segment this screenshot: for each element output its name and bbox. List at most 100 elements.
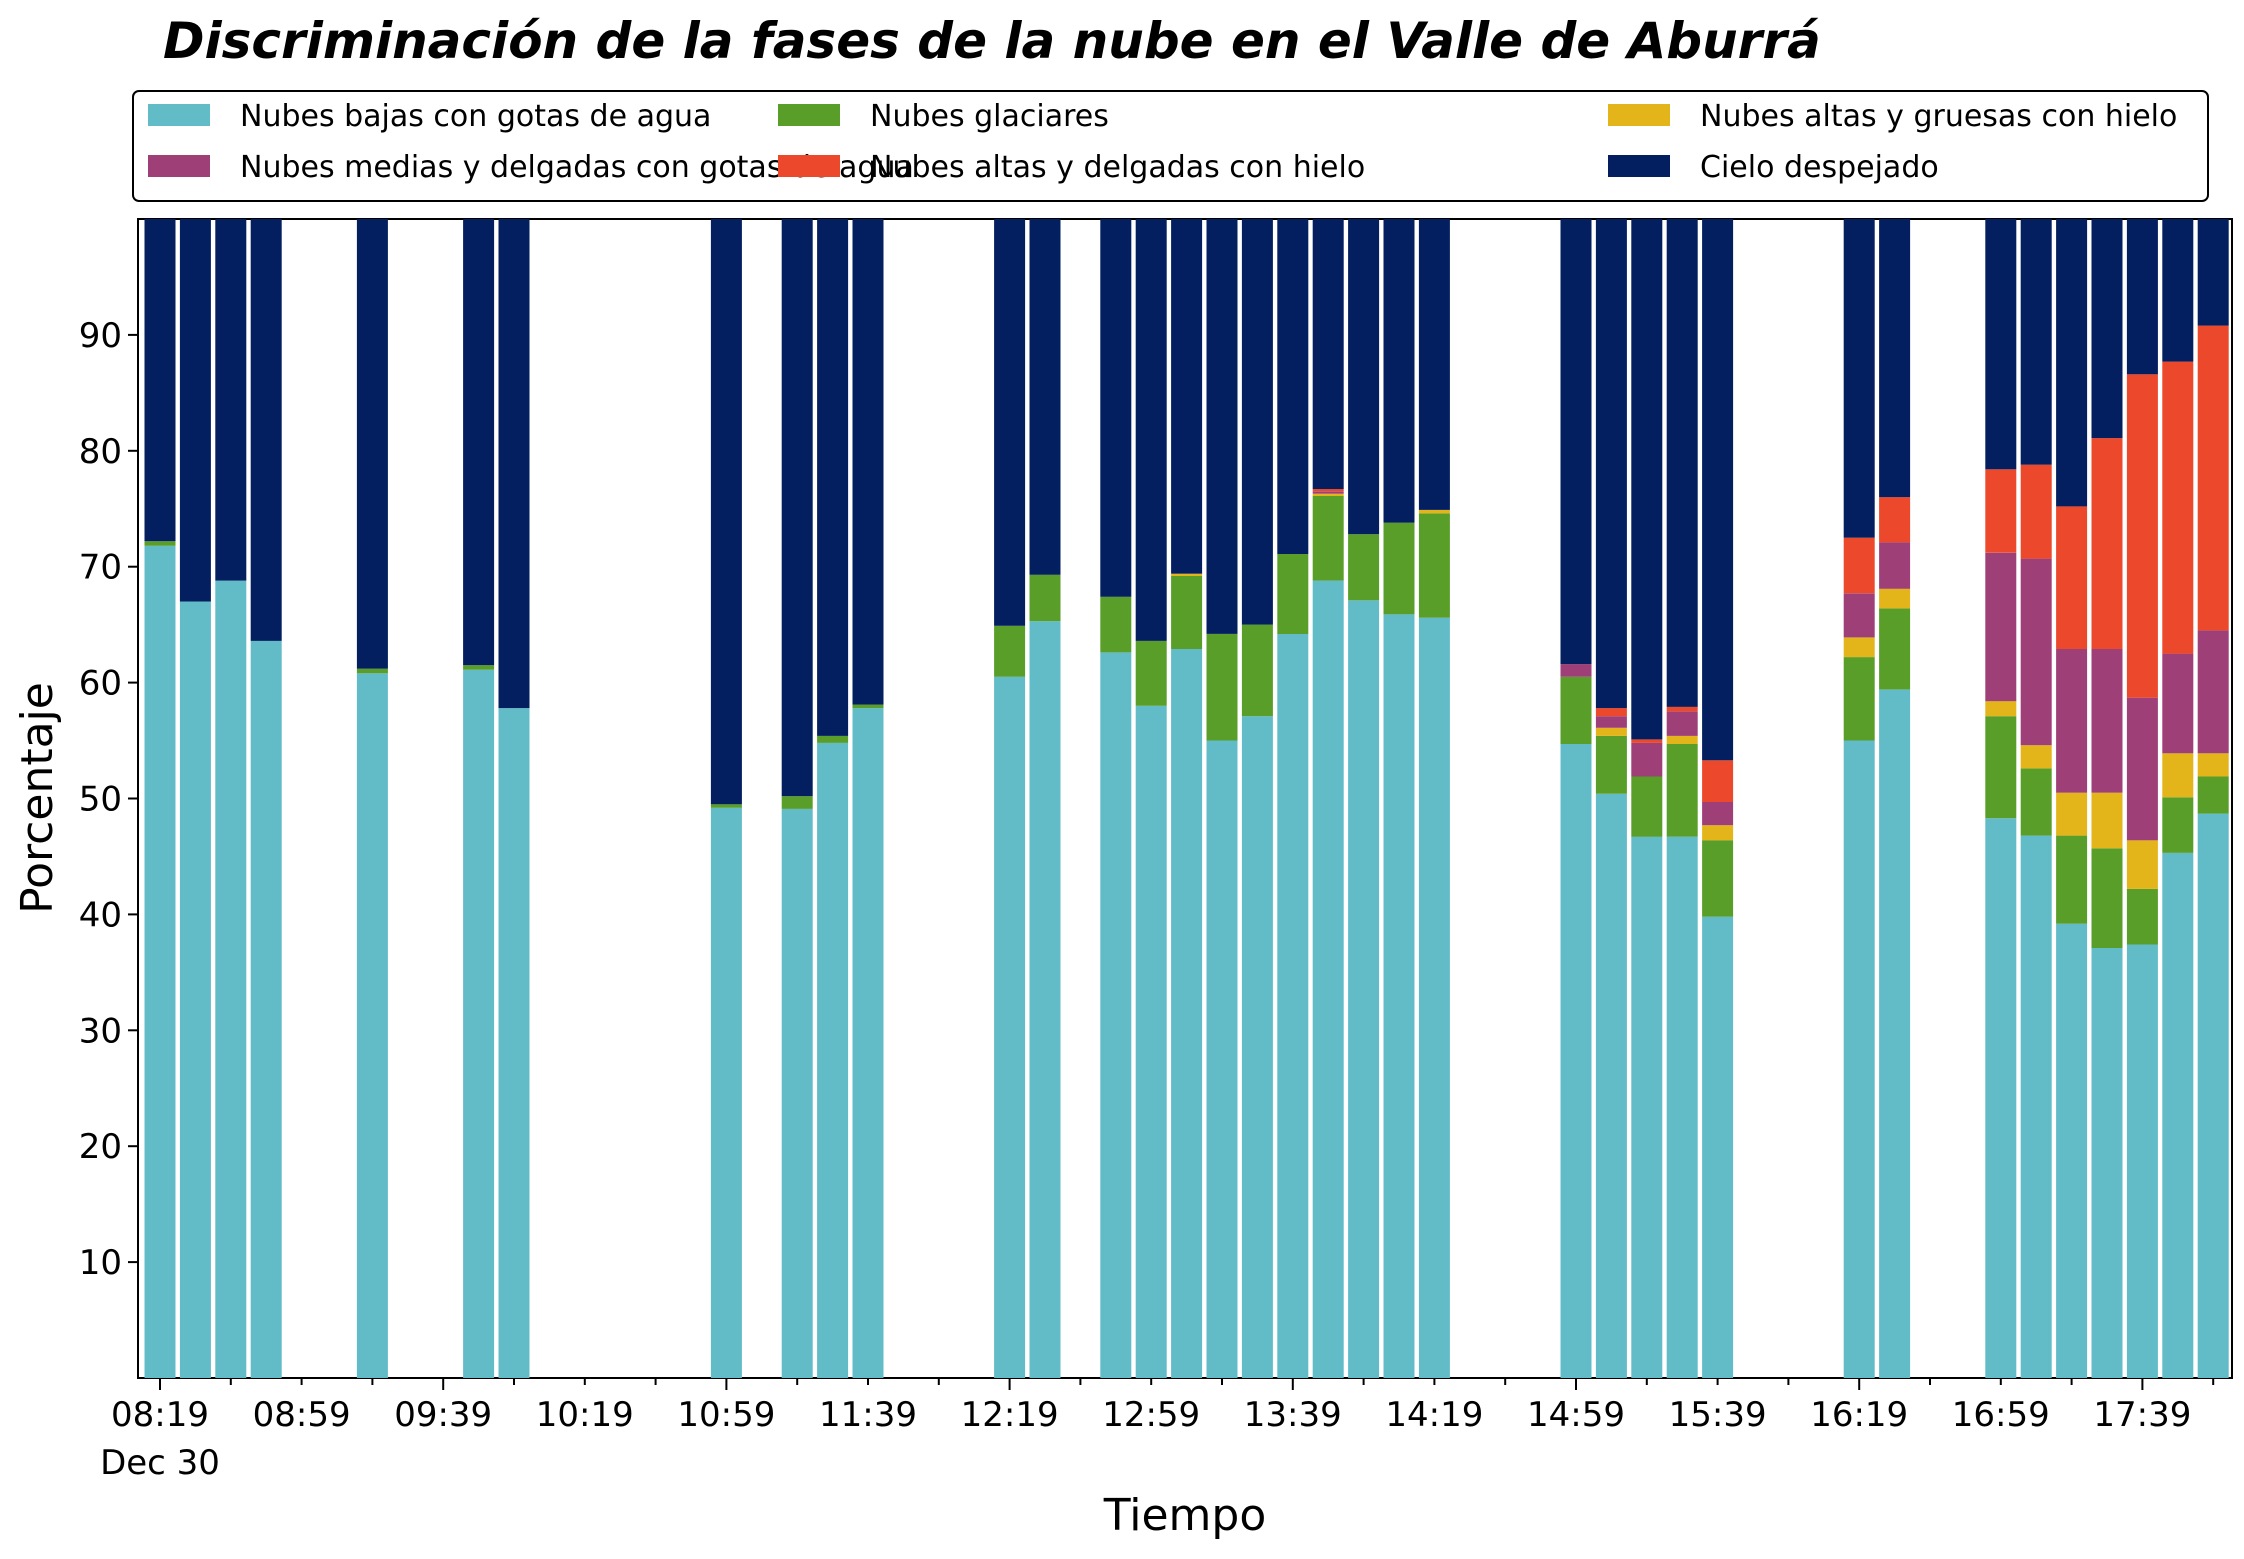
bar-segment (994, 676, 1026, 1378)
bar-segment (1312, 493, 1344, 496)
bar-segment (2056, 219, 2088, 507)
bar-segment (781, 219, 813, 797)
bar-segment (2091, 792, 2123, 849)
bar-segment (1879, 689, 1911, 1378)
bar-segment (2056, 923, 2088, 1378)
bar-segment (1241, 716, 1273, 1378)
bar-stack (1029, 219, 1061, 1378)
bar-stack (1100, 219, 1132, 1378)
bar-segment (1029, 219, 1061, 575)
bar-segment (1985, 716, 2017, 819)
x-tick-label: 10:59 (677, 1395, 775, 1435)
bar-segment (1985, 469, 2017, 553)
bar-stack (2020, 219, 2052, 1378)
bar-segment (852, 708, 884, 1378)
chart-title: Discriminación de la fases de la nube en… (163, 12, 1821, 70)
y-tick-label: 30 (79, 1011, 122, 1051)
bar-segment (463, 669, 495, 1378)
bar-segment (1348, 219, 1380, 535)
bar-segment (2056, 506, 2088, 649)
bar-segment (1206, 219, 1238, 634)
bar-segment (1843, 219, 1875, 538)
legend-item: Nubes glaciares (778, 99, 1109, 134)
legend-swatch (1608, 155, 1670, 177)
bar-stack (215, 219, 247, 1378)
bar-stack (1560, 219, 1592, 1378)
bar-segment (2091, 848, 2123, 948)
x-tick-label: 17:39 (2093, 1395, 2191, 1435)
bar-segment (1560, 219, 1592, 665)
bar-segment (2162, 361, 2194, 654)
bar-stack (1171, 219, 1203, 1378)
bar-segment (1595, 735, 1627, 794)
bar-stack (1702, 219, 1734, 1378)
bar-segment (1631, 742, 1663, 777)
y-tick-label: 70 (79, 548, 122, 588)
bar-segment (1100, 596, 1132, 653)
y-axis: 10 20 30 40 50 60 70 80 90 (79, 316, 138, 1283)
legend-item: Cielo despejado (1608, 150, 1939, 185)
bar-segment (710, 804, 742, 808)
bar-stack (852, 219, 884, 1378)
bar-segment (1595, 716, 1627, 728)
bar-segment (1206, 633, 1238, 741)
bar-segment (2091, 438, 2123, 649)
bar-segment (1100, 219, 1132, 597)
bar-segment (2056, 792, 2088, 836)
bar-segment (1418, 513, 1450, 618)
bar-segment (2056, 649, 2088, 793)
y-tick-label: 10 (79, 1243, 122, 1283)
bar-segment (144, 541, 176, 546)
y-tick-label: 20 (79, 1127, 122, 1167)
legend-swatch (148, 155, 210, 177)
bar-segment (179, 601, 211, 1378)
bar-segment (1383, 614, 1415, 1378)
bar-segment (1985, 219, 2017, 470)
bar-segment (1277, 554, 1309, 634)
bar-segment (1666, 711, 1698, 736)
bar-stack (2197, 219, 2229, 1378)
bar-segment (1843, 593, 1875, 638)
bar-segment (2162, 753, 2194, 798)
bar-segment (1383, 522, 1415, 615)
bar-stack (1241, 219, 1273, 1378)
legend-label: Nubes altas y delgadas con hielo (870, 150, 1365, 185)
bar-segment (1135, 705, 1167, 1378)
bar-segment (250, 640, 282, 1378)
bar-segment (1879, 542, 1911, 589)
bar-segment (1631, 219, 1663, 740)
bar-segment (2197, 813, 2229, 1378)
bar-segment (2197, 753, 2229, 777)
bar-segment (1666, 706, 1698, 712)
bar-stack (2126, 219, 2158, 1378)
bar-segment (781, 796, 813, 809)
bar-segment (1879, 219, 1911, 498)
bar-segment (2162, 797, 2194, 853)
legend-item: Nubes altas y delgadas con hielo (778, 150, 1365, 185)
bar-segment (356, 219, 388, 669)
bar-segment (710, 807, 742, 1378)
bar-stack (144, 219, 176, 1378)
bar-segment (1418, 617, 1450, 1378)
bar-stack (817, 219, 849, 1378)
x-tick-label: 14:59 (1527, 1395, 1625, 1435)
x-tick-label: 09:39 (394, 1395, 492, 1435)
x-tick-label: 08:59 (253, 1395, 351, 1435)
bar-segment (1383, 219, 1415, 523)
bar-segment (2020, 558, 2052, 746)
bar-stack (356, 219, 388, 1378)
bar-stack (179, 219, 211, 1378)
bar-segment (215, 580, 247, 1378)
bar-segment (1879, 608, 1911, 690)
bar-segment (2197, 630, 2229, 754)
bar-segment (2091, 219, 2123, 439)
bar-segment (1100, 652, 1132, 1378)
bar-segment (1879, 497, 1911, 543)
bar-stack (2091, 219, 2123, 1378)
bar-segment (1843, 537, 1875, 594)
bar-segment (1206, 740, 1238, 1378)
bar-segment (2020, 745, 2052, 769)
legend-swatch (778, 104, 840, 126)
bar-stack (1277, 219, 1309, 1378)
